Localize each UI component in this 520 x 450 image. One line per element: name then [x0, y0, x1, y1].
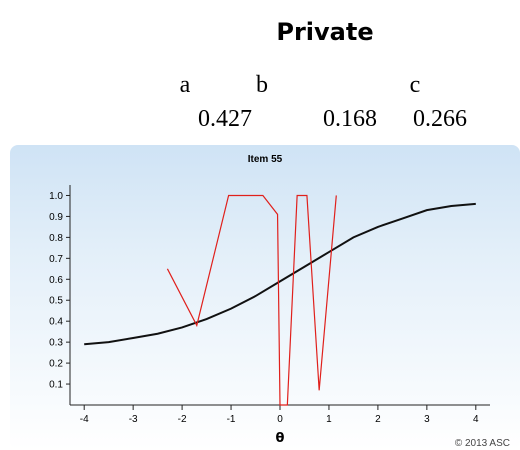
param-name: b — [256, 72, 268, 98]
y-tick-label: 0.2 — [49, 359, 63, 370]
series-line — [84, 202, 476, 346]
series-line — [166, 194, 337, 406]
y-tick-label: 0.4 — [49, 317, 63, 328]
x-tick-label: 2 — [375, 414, 381, 425]
x-tick-label: 3 — [424, 414, 430, 425]
x-tick-label: -3 — [129, 414, 138, 425]
footnote: © 2013 ASC — [455, 438, 510, 449]
y-tick-label: 0.9 — [49, 212, 63, 223]
param-name: a — [180, 72, 191, 98]
y-tick-label: 0.7 — [49, 254, 63, 265]
header-title: Private — [276, 18, 373, 46]
y-tick-label: 1.0 — [49, 191, 63, 202]
x-tick-label: -2 — [178, 414, 187, 425]
x-tick-label: 1 — [326, 414, 332, 425]
y-tick-label: 0.6 — [49, 275, 63, 286]
y-tick-label: 0.1 — [49, 380, 63, 391]
y-tick-label: 0.3 — [49, 338, 63, 349]
param-name: c — [410, 72, 421, 98]
x-tick-label: 0 — [277, 414, 283, 425]
chart-panel — [10, 145, 520, 450]
param-value: 0.427 — [198, 106, 252, 132]
x-axis-label: θ — [276, 431, 285, 446]
x-tick-label: 4 — [473, 414, 479, 425]
chart: Item 55 θ © 2013 ASC 0.1 0.2 0.3 0.4 0.5 0.6 0… — [49, 154, 510, 449]
x-tick-label: -1 — [227, 414, 236, 425]
x-tick-label: -4 — [80, 414, 89, 425]
y-tick-label: 0.8 — [49, 233, 63, 244]
param-value: 0.168 — [323, 106, 377, 132]
y-tick-label: 0.5 — [49, 296, 63, 307]
param-value: 0.266 — [413, 106, 467, 132]
chart-title: Item 55 — [248, 154, 283, 165]
